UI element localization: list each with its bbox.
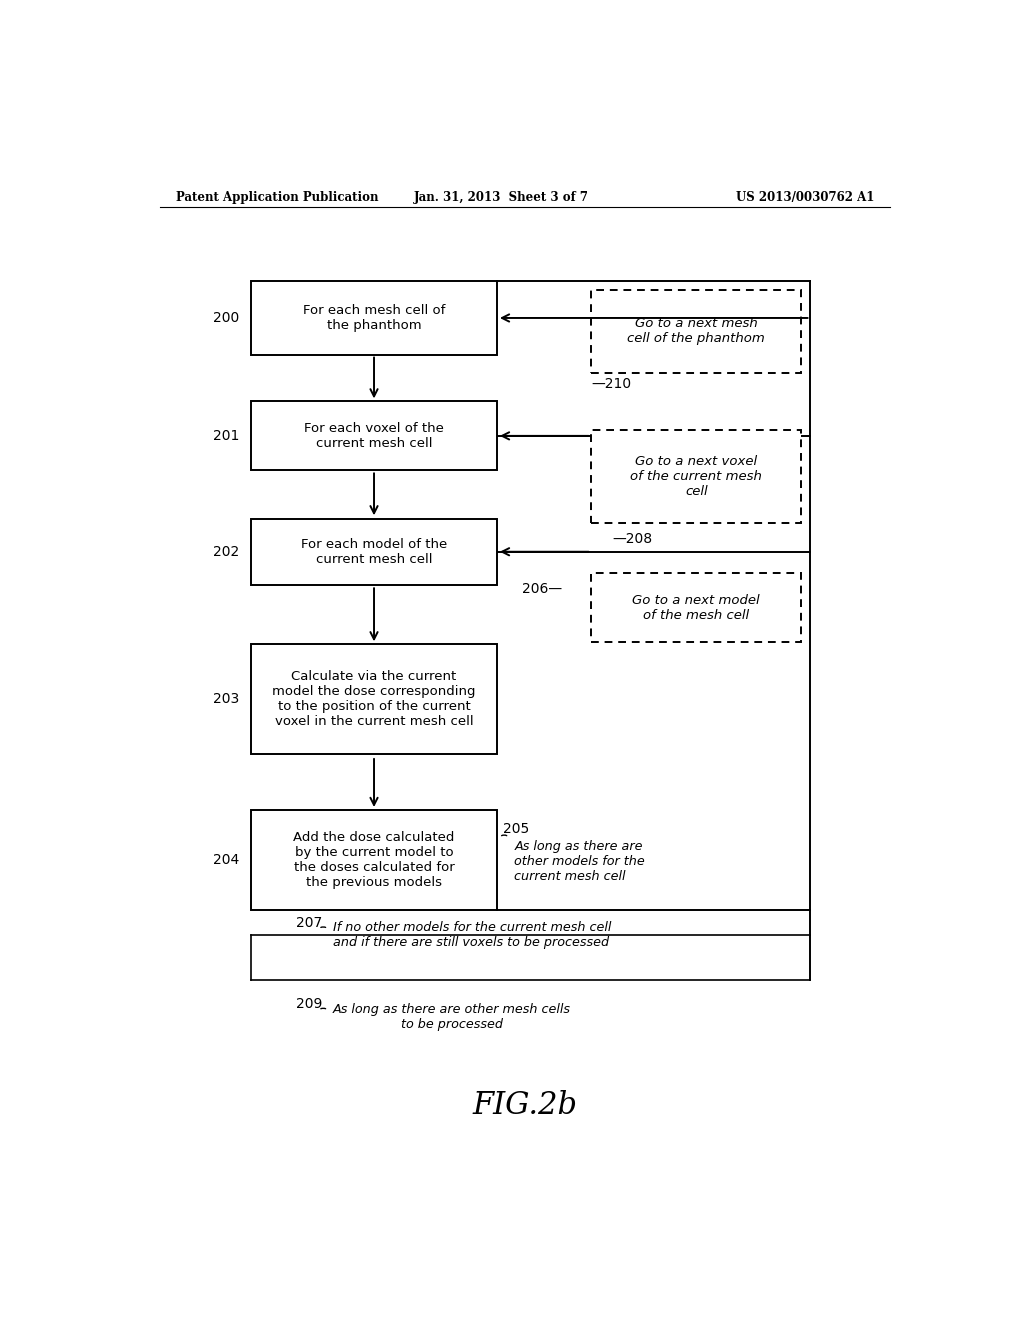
Text: Go to a next voxel
of the current mesh
cell: Go to a next voxel of the current mesh c…	[631, 455, 762, 498]
FancyBboxPatch shape	[251, 810, 497, 909]
Text: Jan. 31, 2013  Sheet 3 of 7: Jan. 31, 2013 Sheet 3 of 7	[414, 190, 589, 203]
FancyBboxPatch shape	[251, 519, 497, 585]
Text: 203: 203	[213, 692, 240, 706]
Text: 209: 209	[296, 997, 323, 1011]
Text: 202: 202	[213, 545, 240, 558]
Text: Calculate via the current
model the dose corresponding
to the position of the cu: Calculate via the current model the dose…	[272, 671, 476, 729]
FancyBboxPatch shape	[251, 644, 497, 754]
Text: As long as there are other mesh cells
to be processed: As long as there are other mesh cells to…	[333, 1003, 570, 1031]
Text: As long as there are
other models for the
current mesh cell: As long as there are other models for th…	[514, 841, 645, 883]
Text: For each mesh cell of
the phanthom: For each mesh cell of the phanthom	[303, 304, 445, 331]
Text: 205: 205	[503, 822, 528, 837]
FancyBboxPatch shape	[251, 281, 497, 355]
Text: 201: 201	[213, 429, 240, 444]
Text: For each voxel of the
current mesh cell: For each voxel of the current mesh cell	[304, 422, 444, 450]
Text: 207: 207	[296, 916, 323, 929]
Text: —210: —210	[592, 378, 632, 391]
Text: 206—: 206—	[522, 582, 562, 597]
FancyBboxPatch shape	[251, 401, 497, 470]
Text: —208: —208	[612, 532, 652, 545]
Text: 204: 204	[213, 853, 240, 867]
Text: For each model of the
current mesh cell: For each model of the current mesh cell	[301, 537, 447, 566]
Text: Add the dose calculated
by the current model to
the doses calculated for
the pre: Add the dose calculated by the current m…	[293, 830, 455, 888]
Text: US 2013/0030762 A1: US 2013/0030762 A1	[735, 190, 873, 203]
Text: 200: 200	[213, 312, 240, 325]
FancyBboxPatch shape	[591, 289, 802, 372]
Text: Patent Application Publication: Patent Application Publication	[176, 190, 378, 203]
Text: If no other models for the current mesh cell
and if there are still voxels to be: If no other models for the current mesh …	[333, 921, 611, 949]
FancyBboxPatch shape	[591, 573, 802, 643]
Text: Go to a next mesh
cell of the phanthom: Go to a next mesh cell of the phanthom	[628, 317, 765, 346]
FancyBboxPatch shape	[591, 430, 802, 523]
Text: Go to a next model
of the mesh cell: Go to a next model of the mesh cell	[633, 594, 760, 622]
Text: FIG.2b: FIG.2b	[472, 1090, 578, 1121]
